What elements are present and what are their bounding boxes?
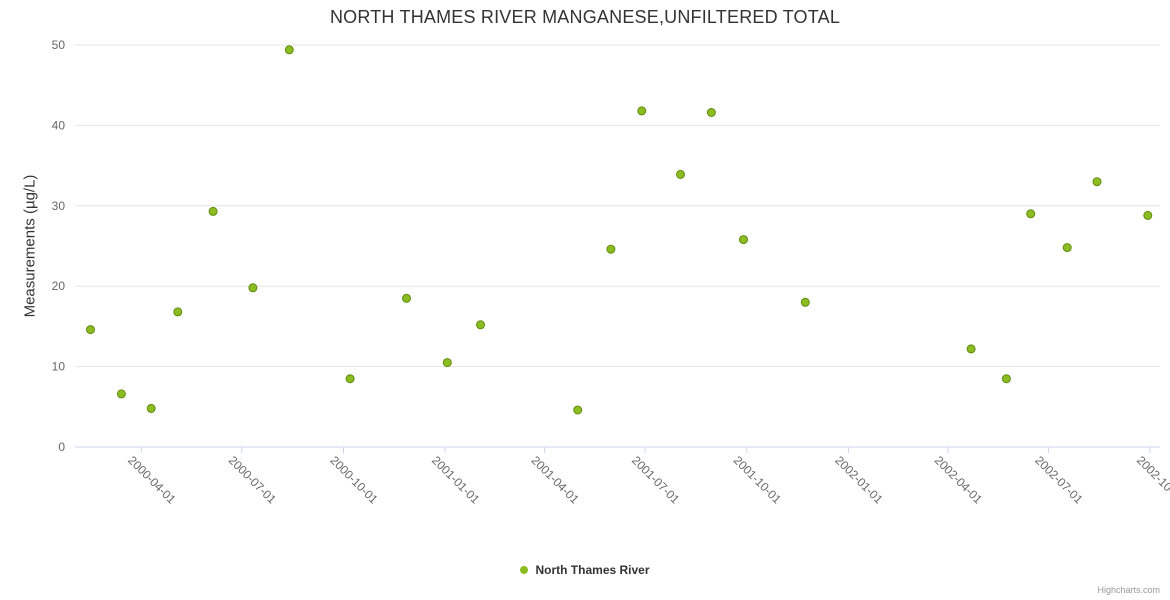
- x-axis-tick-label: 2002-10-01: [1134, 453, 1170, 507]
- data-point[interactable]: [706, 108, 716, 117]
- y-axis-tick-label: 20: [52, 279, 66, 293]
- data-point[interactable]: [739, 235, 748, 245]
- data-point[interactable]: [1062, 243, 1072, 253]
- x-axis-tick-label: 2000-10-01: [327, 453, 381, 507]
- y-axis-tick-label: 30: [52, 199, 66, 213]
- x-axis-tick-label: 2001-01-01: [429, 453, 483, 507]
- highcharts-credit[interactable]: Highcharts.com: [1097, 585, 1160, 595]
- y-axis-tick-label: 40: [52, 118, 66, 132]
- x-axis-tick-label: 2001-07-01: [629, 453, 683, 507]
- data-point[interactable]: [573, 405, 583, 415]
- x-axis-tick-label: 2002-04-01: [932, 453, 986, 507]
- data-point[interactable]: [116, 389, 126, 399]
- data-point[interactable]: [966, 344, 976, 354]
- data-point[interactable]: [208, 206, 218, 216]
- data-point[interactable]: [442, 358, 452, 368]
- data-point[interactable]: [402, 293, 411, 303]
- y-axis-tick-label: 50: [52, 38, 66, 52]
- legend-marker-icon: [520, 566, 529, 574]
- data-point[interactable]: [1092, 177, 1102, 187]
- data-point[interactable]: [606, 244, 616, 254]
- chart-title: NORTH THAMES RIVER MANGANESE,UNFILTERED …: [329, 7, 841, 27]
- data-point[interactable]: [1026, 209, 1036, 219]
- x-axis-tick-label: 2000-07-01: [226, 453, 280, 507]
- y-axis-tick-label: 10: [52, 360, 66, 374]
- data-point[interactable]: [86, 325, 95, 335]
- data-point[interactable]: [1143, 210, 1153, 220]
- x-axis-tick-label: 2000-04-01: [125, 453, 179, 507]
- data-point[interactable]: [637, 106, 647, 116]
- data-point[interactable]: [476, 320, 485, 330]
- x-axis-tick-label: 2002-07-01: [1032, 453, 1086, 507]
- data-point[interactable]: [146, 403, 156, 413]
- x-axis-tick-label: 2001-04-01: [528, 453, 582, 507]
- data-point[interactable]: [676, 169, 685, 179]
- data-point[interactable]: [173, 307, 183, 317]
- x-axis-tick-label: 2001-10-01: [731, 453, 785, 507]
- data-point[interactable]: [345, 374, 355, 384]
- data-point[interactable]: [248, 283, 258, 293]
- data-point[interactable]: [1001, 374, 1011, 384]
- y-axis-tick-label: 0: [58, 440, 65, 454]
- data-point[interactable]: [284, 45, 294, 55]
- legend-label: North Thames River: [535, 563, 650, 577]
- legend-item[interactable]: North Thames River: [0, 563, 1170, 577]
- data-point[interactable]: [800, 297, 810, 307]
- x-axis-tick-label: 2002-01-01: [832, 453, 886, 507]
